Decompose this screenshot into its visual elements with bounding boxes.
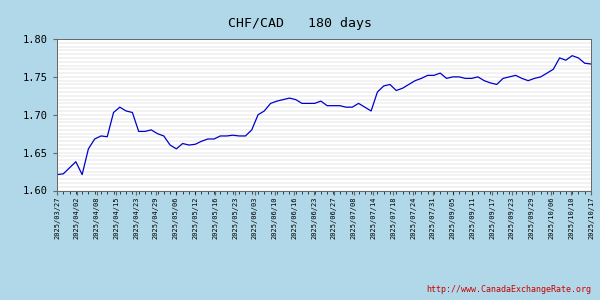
Text: http://www.CanadaExchangeRate.org: http://www.CanadaExchangeRate.org xyxy=(426,285,591,294)
Text: CHF/CAD   180 days: CHF/CAD 180 days xyxy=(228,16,372,29)
